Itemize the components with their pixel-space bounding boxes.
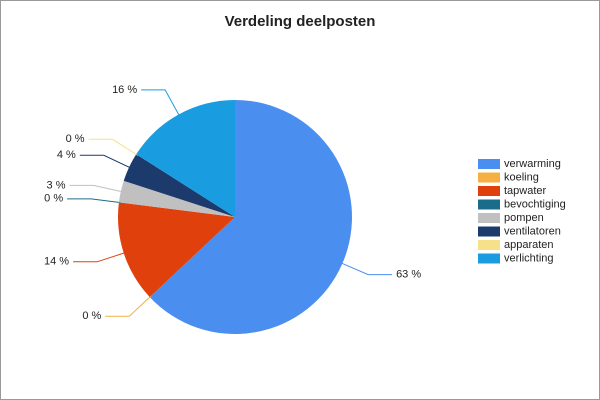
legend-label: tapwater: [504, 185, 547, 197]
leader-line: [67, 198, 121, 204]
data-label: 0 %: [66, 133, 85, 145]
legend-label: koeling: [504, 171, 539, 183]
legend-swatch: [478, 186, 500, 196]
pie-slice: [118, 180, 235, 217]
pie-slice: [149, 217, 235, 298]
chart-title: Verdeling deelposten: [225, 13, 376, 30]
legend-label: verwarming: [504, 158, 561, 170]
data-label: 14 %: [44, 256, 69, 268]
pie-slice: [149, 100, 353, 335]
data-label: 4 %: [57, 149, 76, 161]
leader-line: [88, 138, 139, 156]
leader-line: [105, 295, 152, 317]
data-label: 63 %: [396, 268, 421, 280]
legend-swatch: [478, 159, 500, 169]
legend-label: bevochtiging: [504, 198, 566, 210]
pie-slice: [123, 154, 235, 217]
legend-label: verlichting: [504, 252, 554, 264]
leader-line: [340, 262, 393, 276]
data-label: 16 %: [112, 84, 137, 96]
legend-label: ventilatoren: [504, 225, 561, 237]
leader-line: [73, 252, 126, 263]
data-label: 3 %: [47, 179, 66, 191]
pie-slice: [136, 100, 235, 217]
legend-label: apparaten: [504, 239, 554, 251]
leader-line: [79, 154, 132, 169]
leader-line: [69, 184, 123, 193]
legend-swatch: [478, 253, 500, 264]
pie-slice: [118, 202, 235, 298]
legend-label: pompen: [504, 212, 544, 224]
legend-swatch: [478, 240, 500, 250]
legend-swatch: [478, 199, 500, 210]
legend-swatch: [478, 213, 500, 223]
leader-line: [141, 89, 181, 117]
data-label: 0 %: [44, 193, 63, 205]
data-label: 0 %: [82, 310, 101, 322]
legend-swatch: [478, 172, 500, 183]
legend-swatch: [478, 226, 500, 237]
